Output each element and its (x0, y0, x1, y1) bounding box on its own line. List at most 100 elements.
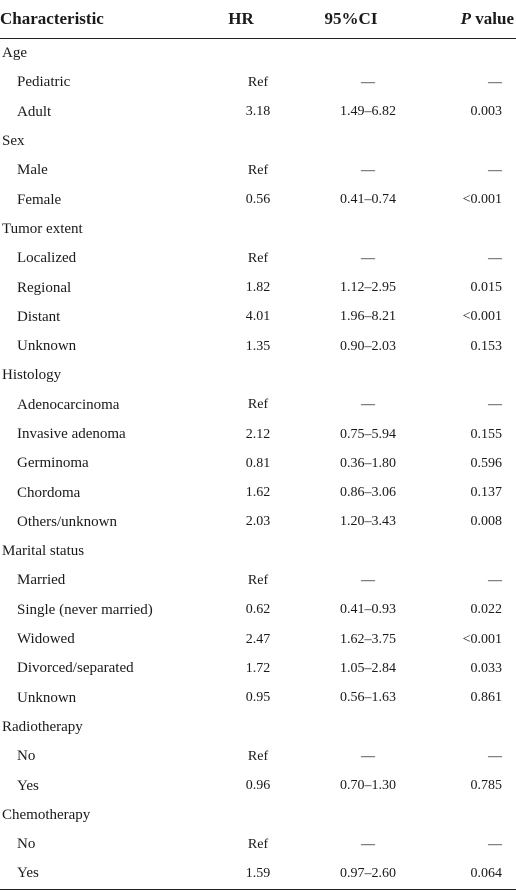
row-p-value: 0.596 (470, 455, 503, 471)
row-p-value: — (488, 250, 502, 266)
row-label: No (17, 836, 36, 853)
row-label: Regional (17, 279, 72, 296)
row-hr: 0.62 (245, 602, 271, 618)
row-ci: 0.86–3.06 (340, 485, 396, 501)
row-hr: Ref (247, 836, 269, 852)
table-body: Age Pediatric Ref — — Adult 3.18 1.49–6.82 0.003… (0, 39, 516, 889)
row-ci: 0.56–1.63 (340, 690, 396, 706)
row-label: Age (2, 45, 27, 62)
row-p-value: 0.861 (470, 690, 503, 706)
header-p-rest: value (471, 9, 514, 28)
bottom-rule (0, 888, 516, 890)
row-ci: — (361, 74, 375, 90)
table-row: Germinoma 0.81 0.36–1.80 0.596 (0, 449, 516, 478)
row-ci: 1.49–6.82 (340, 104, 396, 120)
row-label: Tumor extent (2, 220, 83, 237)
table-row: Female 0.56 0.41–0.74 <0.001 (0, 185, 516, 214)
row-hr: 0.95 (245, 690, 271, 706)
table-row: Invasive adenoma 2.12 0.75–5.94 0.155 (0, 420, 516, 449)
row-hr: 1.82 (245, 280, 271, 296)
row-p-value: 0.022 (470, 602, 503, 618)
row-hr: 1.62 (245, 485, 271, 501)
table-row: Distant 4.01 1.96–8.21 <0.001 (0, 303, 516, 332)
row-ci: 0.75–5.94 (340, 426, 396, 442)
table-row: Unknown 1.35 0.90–2.03 0.153 (0, 332, 516, 361)
row-label: Unknown (17, 689, 77, 706)
row-p-value: 0.064 (470, 865, 503, 881)
row-p-value: — (488, 397, 502, 413)
group-row: Tumor extent (0, 215, 516, 244)
row-ci: — (361, 162, 375, 178)
row-ci: 1.62–3.75 (340, 631, 396, 647)
row-label: Adenocarcinoma (17, 396, 120, 413)
row-label: Female (17, 191, 62, 208)
table-row: Chordoma 1.62 0.86–3.06 0.137 (0, 478, 516, 507)
table-row: Adenocarcinoma Ref — — (0, 391, 516, 420)
row-label: Chordoma (17, 484, 81, 501)
row-p-value: — (488, 836, 502, 852)
group-row: Age (0, 39, 516, 68)
row-p-value: 0.015 (470, 280, 503, 296)
row-ci: 0.41–0.93 (340, 602, 396, 618)
row-label: Invasive adenoma (17, 426, 126, 442)
row-label: Pediatric (17, 74, 71, 91)
row-hr: Ref (247, 397, 269, 413)
row-p-value: — (488, 74, 502, 90)
row-p-value: <0.001 (462, 631, 502, 647)
row-p-value: 0.008 (470, 514, 503, 530)
group-row: Radiotherapy (0, 713, 516, 742)
table-row: Pediatric Ref — — (0, 68, 516, 97)
row-ci: 1.12–2.95 (340, 280, 396, 296)
table-row: Unknown 0.95 0.56–1.63 0.861 (0, 684, 516, 713)
row-hr: Ref (247, 748, 269, 764)
header-p-value: P value (426, 9, 516, 29)
group-row: Histology (0, 361, 516, 390)
row-label: Sex (2, 133, 25, 150)
row-ci: 1.96–8.21 (340, 309, 396, 325)
table-row: Yes 0.96 0.70–1.30 0.785 (0, 771, 516, 800)
row-label: Unknown (17, 338, 77, 355)
row-ci: — (361, 397, 375, 413)
row-label: Radiotherapy (2, 718, 83, 735)
group-row: Chemotherapy (0, 801, 516, 830)
row-p-value: <0.001 (462, 309, 502, 325)
row-ci: — (361, 748, 375, 764)
row-label: Localized (17, 250, 77, 267)
row-label: Widowed (17, 631, 75, 648)
row-p-value: 0.033 (470, 660, 503, 676)
row-label: No (17, 748, 36, 765)
row-ci: — (361, 572, 375, 588)
group-row: Marital status (0, 537, 516, 566)
table-row: Adult 3.18 1.49–6.82 0.003 (0, 98, 516, 127)
row-ci: 1.05–2.84 (340, 660, 396, 676)
row-label: Histology (2, 367, 62, 384)
header-ci: 95%CI (324, 9, 378, 28)
header-p-italic: P (460, 9, 472, 28)
row-hr: 1.72 (245, 660, 271, 676)
row-hr: 1.35 (245, 338, 271, 354)
header-hr: HR (228, 9, 254, 28)
row-p-value: — (488, 748, 502, 764)
row-hr: 0.81 (245, 455, 271, 471)
row-hr: 2.12 (245, 426, 271, 442)
row-ci: 0.97–2.60 (340, 865, 396, 881)
table-row: Yes 1.59 0.97–2.60 0.064 (0, 859, 516, 888)
row-ci: 0.41–0.74 (340, 192, 396, 208)
row-p-value: 0.003 (470, 104, 503, 120)
table-row: Localized Ref — — (0, 244, 516, 273)
row-p-value: 0.153 (470, 338, 503, 354)
table-row: No Ref — — (0, 830, 516, 859)
row-p-value: 0.785 (470, 778, 503, 794)
table-row: Divorced/separated 1.72 1.05–2.84 0.033 (0, 654, 516, 683)
row-p-value: 0.137 (470, 485, 503, 501)
table-row: Regional 1.82 1.12–2.95 0.015 (0, 273, 516, 302)
table-row: Married Ref — — (0, 566, 516, 595)
row-hr: 1.59 (245, 865, 271, 881)
row-hr: Ref (247, 250, 269, 266)
table-row: Male Ref — — (0, 156, 516, 185)
row-label: Germinoma (17, 455, 89, 472)
row-p-value: <0.001 (462, 192, 502, 208)
row-hr: 0.96 (245, 778, 271, 794)
row-hr: 3.18 (245, 104, 271, 120)
